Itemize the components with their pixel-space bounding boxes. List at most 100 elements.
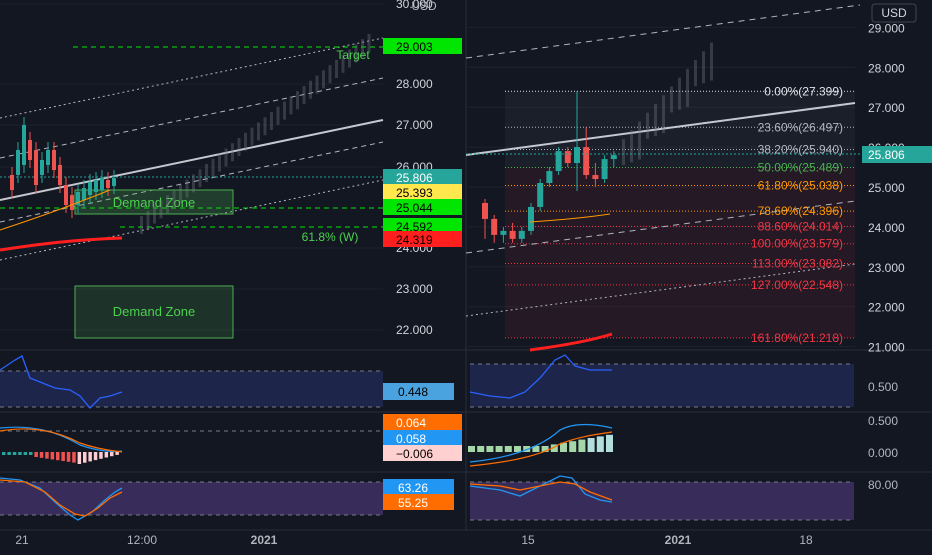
left-trend-line [0,236,123,252]
right-macd-bar [495,446,503,452]
left-projection-bar [328,65,332,84]
left-candle-body [64,185,68,205]
fib-zone [505,211,855,227]
left-rsi-value-tag [383,479,454,495]
right-candle-body [592,175,599,180]
demand-zone-lower[interactable] [74,285,234,339]
left-candle-body [16,150,20,175]
channel-mid-line[interactable] [0,119,384,201]
right-channel-top-line[interactable] [465,4,861,59]
left-candle-body [70,195,74,210]
right-candle-body [610,155,617,160]
right-last-price-text: 25.806 [868,148,905,162]
channel-upper-dashed-line[interactable] [0,77,384,159]
left-projection-bar [159,200,163,219]
left-candle-body [10,175,14,190]
left-rsi-value: 55.25 [398,496,428,510]
left-projection-bar [192,174,195,193]
right-macd-bar [504,446,512,452]
left-candle-body [52,150,56,170]
right-candle-body [491,218,498,235]
right-projection-bar [694,60,697,87]
left-projection-bar [153,205,156,224]
fib-zone [505,91,855,128]
demand-zone-upper[interactable] [74,189,234,215]
left-projection-bar [140,216,143,234]
right-channel-mid-line[interactable] [465,102,856,156]
fib-level-label: 88.60%(24.014) [758,219,843,233]
left-macd-bar [110,452,114,457]
fib-labels: 0.00%(27.399) 23.60%(26.497) 38.20%(25.940… [751,84,843,345]
left-projection-bar [231,143,234,162]
left-macd-bar [12,452,17,455]
target-label: Target [336,48,370,62]
right-y-tick: 21.000 [868,341,905,355]
right-macd-bar [578,439,586,452]
right-y-tick: 25.000 [868,181,905,195]
left-macd-bar [56,452,60,461]
right-candle-body [601,159,608,180]
right-last-price-tag [862,146,932,163]
right-y-tick: 23.000 [868,261,905,275]
left-macd-tags: 0.064 0.058−0.006 [383,414,462,461]
right-macd-bar [587,438,595,452]
right-ma-line [529,213,611,223]
left-macd-bar [72,452,76,463]
right-projection-bar [654,104,657,137]
channel-top-line[interactable] [0,37,384,119]
left-candles [10,34,371,234]
left-macd-bar [2,452,6,455]
left-macd-bar [66,452,71,462]
fib-zone [505,263,855,285]
channel-lower-dashed-line[interactable] [0,141,384,223]
left-projection-bar [270,112,273,130]
left-macd-bar [61,452,65,461]
right-channel-bottom-line[interactable] [465,263,856,317]
left-candle-body [88,182,92,195]
right-projection-bar [678,77,681,110]
left-macd-bar [29,452,33,455]
left-projection-bar [250,127,254,146]
currency-button[interactable] [871,3,917,23]
left-projection-bar [166,195,169,214]
right-candle-body [518,230,525,239]
left-candle-body [112,178,116,186]
left-macd-bar [18,452,22,455]
left-macd-bar [23,452,28,455]
left-macd-value-tag [383,430,462,446]
left-projection-bar [354,44,358,63]
right-y-tick: 27.000 [868,101,905,115]
left-projection-bar [348,49,351,68]
right-macd-tick-0500: 0.500 [868,414,898,428]
fib-retracement[interactable] [505,90,855,339]
right-macd-bar [477,446,485,452]
left-projection-bar [172,190,176,208]
right-signal-line [469,431,613,467]
left-candle-body [100,178,104,190]
left-projection-bar [185,179,189,198]
left-x-tick-1200: 12:00 [127,533,157,547]
left-projection-bar [335,60,338,78]
channel-bottom-line[interactable] [0,179,384,261]
left-price-tag [383,38,462,54]
fib-level-label: 161.80%(21.218) [751,331,843,345]
left-projection-bar [146,210,150,229]
demand-zone-upper-label: Demand Zone [113,195,195,210]
fib-zone [505,167,855,186]
left-candle-body [94,180,98,192]
left-grid [0,3,383,331]
left-projection-bar [302,86,306,104]
left-macd-histogram [2,452,119,464]
left-rsi-value: 63.26 [398,481,428,495]
left-candle-body [22,125,26,165]
right-candle-body [537,183,544,207]
right-y-axis[interactable]: 29.00028.00027.00026.00025.00024.00023.0… [868,21,905,354]
left-macd-bar [7,452,11,455]
left-macd-bar [77,452,82,464]
left-projection-bar [276,106,280,125]
right-candle-body [509,230,516,239]
right-macd-bar [596,436,604,452]
left-y-tick: 30.000 [396,0,433,11]
